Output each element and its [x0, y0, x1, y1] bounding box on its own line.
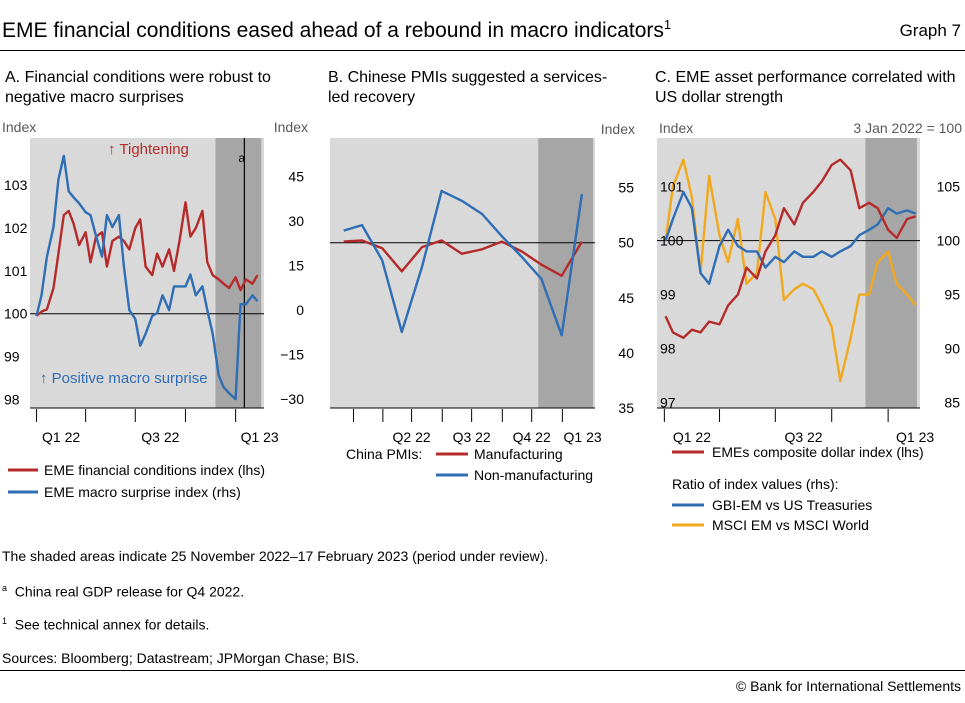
panel-a-annotation-surprise: ↑ Positive macro surprise — [40, 370, 208, 387]
panel-a-series-surprise-line — [35, 154, 259, 401]
panel-b-legend-label: Manufacturing — [474, 446, 563, 462]
panel-b-x-tick-label: Q1 23 — [564, 429, 602, 445]
panel-c-series-msci-line — [664, 158, 917, 383]
note-a-mark: a — [2, 583, 8, 593]
panel-c-ytick-left: 101 — [660, 179, 684, 195]
panel-a-ytick-right: 30 — [288, 213, 304, 229]
panel-b-ytick-right: 55 — [618, 180, 634, 196]
panel-b-ylabel-right: Index — [601, 121, 635, 137]
panel-b-ytick-right: 50 — [618, 235, 634, 251]
panel-a-title: A. Financial conditions were robust to n… — [5, 69, 271, 106]
panel-a-series-fci-line — [35, 201, 259, 317]
panel-c-x-tick-label: Q1 23 — [896, 429, 934, 445]
panel-c-legend-title: Ratio of index values (rhs): — [672, 476, 839, 492]
panel-c-ytick-left: 99 — [660, 287, 676, 303]
note-a: a China real GDP release for Q4 2022. — [2, 583, 244, 600]
panel-a-ylabel-right: Index — [274, 119, 308, 135]
panel-c-ytick-left: 98 — [660, 341, 676, 357]
panel-a-ytick-left: 101 — [4, 263, 28, 279]
panel-a-x-tick-label: Q1 23 — [241, 429, 279, 445]
panel-b-x-tick-label: Q4 22 — [513, 429, 551, 445]
panel-c-ytick-right: 90 — [944, 341, 960, 357]
panel-a-ytick-right: −30 — [280, 391, 304, 407]
panel-c-x-tick-label: Q1 22 — [673, 429, 711, 445]
panel-c-ytick-left: 100 — [660, 233, 684, 249]
panel-b-legend-label: Non-manufacturing — [474, 467, 593, 483]
panel-c-ylabel-left: Index — [659, 120, 693, 136]
panel-a-x-tick-label: Q3 22 — [141, 429, 179, 445]
panel-b-series-manufacturing-line — [343, 239, 583, 277]
panel-c-series-dollar-index-line — [664, 158, 917, 339]
panel-b-ytick-right: 40 — [618, 345, 634, 361]
panel-a-ytick-left: 99 — [4, 349, 20, 365]
panel-a-legend-label: EME macro surprise index (rhs) — [44, 484, 241, 500]
panel-b-title: B. Chinese PMIs suggested a services-led… — [328, 69, 608, 106]
note-1-text: See technical annex for details. — [14, 616, 210, 633]
panel-c-legend-label: MSCI EM vs MSCI World — [712, 517, 869, 533]
panel-a-vline-label: a — [238, 151, 245, 165]
figure-title-text: EME financial conditions eased ahead of … — [2, 19, 664, 42]
panel-c-shaded-period — [865, 138, 917, 408]
panel-a-ytick-right: 0 — [296, 302, 304, 318]
panel-c-title: C. EME asset performance correlated with… — [655, 69, 956, 106]
figure-title-footnote-mark: 1 — [663, 17, 672, 32]
graph-number: Graph 7 — [899, 21, 961, 40]
panel-a-ytick-left: 100 — [4, 306, 28, 322]
footer-divider — [0, 670, 965, 671]
panel-c-ylabel-right: 3 Jan 2022 = 100 — [853, 120, 962, 136]
panel-b-x-tick-label: Q3 22 — [453, 429, 491, 445]
panel-c-ytick-right: 95 — [944, 287, 960, 303]
panel-c-ytick-right: 105 — [937, 179, 961, 195]
figure-title: EME financial conditions eased ahead of … — [2, 17, 671, 43]
panel-b-series-nonmanufacturing-line — [343, 189, 584, 337]
panel-c-series-gbi-line — [664, 190, 917, 285]
panel-b-legend-title: China PMIs: — [346, 446, 422, 462]
panel-a-ylabel-left: Index — [2, 119, 36, 135]
panel-a-x-tick-label: Q1 22 — [42, 429, 80, 445]
panel-b-shaded-period — [538, 138, 594, 408]
sources-note: Sources: Bloomberg; Datastream; JPMorgan… — [2, 650, 360, 666]
panel-b-x-tick-label: Q2 22 — [393, 429, 431, 445]
note-a-text: China real GDP release for Q4 2022. — [14, 583, 245, 600]
panel-c-ytick-right: 85 — [944, 395, 960, 411]
note-shading: The shaded areas indicate 25 November 20… — [2, 548, 549, 564]
panel-c-legend-label: EMEs composite dollar index (lhs) — [712, 444, 924, 460]
panel-a-ytick-left: 103 — [4, 177, 28, 193]
title-divider — [0, 50, 965, 51]
panel-a-ytick-right: −15 — [280, 347, 304, 363]
panel-a-annotation-tightening: ↑ Tightening — [108, 141, 189, 158]
panel-c-ytick-right: 100 — [937, 233, 961, 249]
panel-c-legend-label: GBI-EM vs US Treasuries — [712, 497, 872, 513]
panel-a-legend-label: EME financial conditions index (lhs) — [44, 462, 265, 478]
panel-a-ytick-left: 98 — [4, 391, 20, 407]
copyright: © Bank for International Settlements — [735, 678, 961, 694]
note-1: 1 See technical annex for details. — [2, 616, 209, 633]
panel-a-ytick-right: 15 — [288, 258, 304, 274]
panel-a-ytick-right: 45 — [288, 169, 304, 185]
panel-a-ytick-left: 102 — [4, 220, 28, 236]
note-1-mark: 1 — [2, 616, 8, 626]
panel-b-ytick-right: 45 — [618, 290, 634, 306]
panel-c-ytick-left: 97 — [660, 395, 676, 411]
panel-c-x-tick-label: Q3 22 — [784, 429, 822, 445]
panel-b-ytick-right: 35 — [618, 400, 634, 416]
